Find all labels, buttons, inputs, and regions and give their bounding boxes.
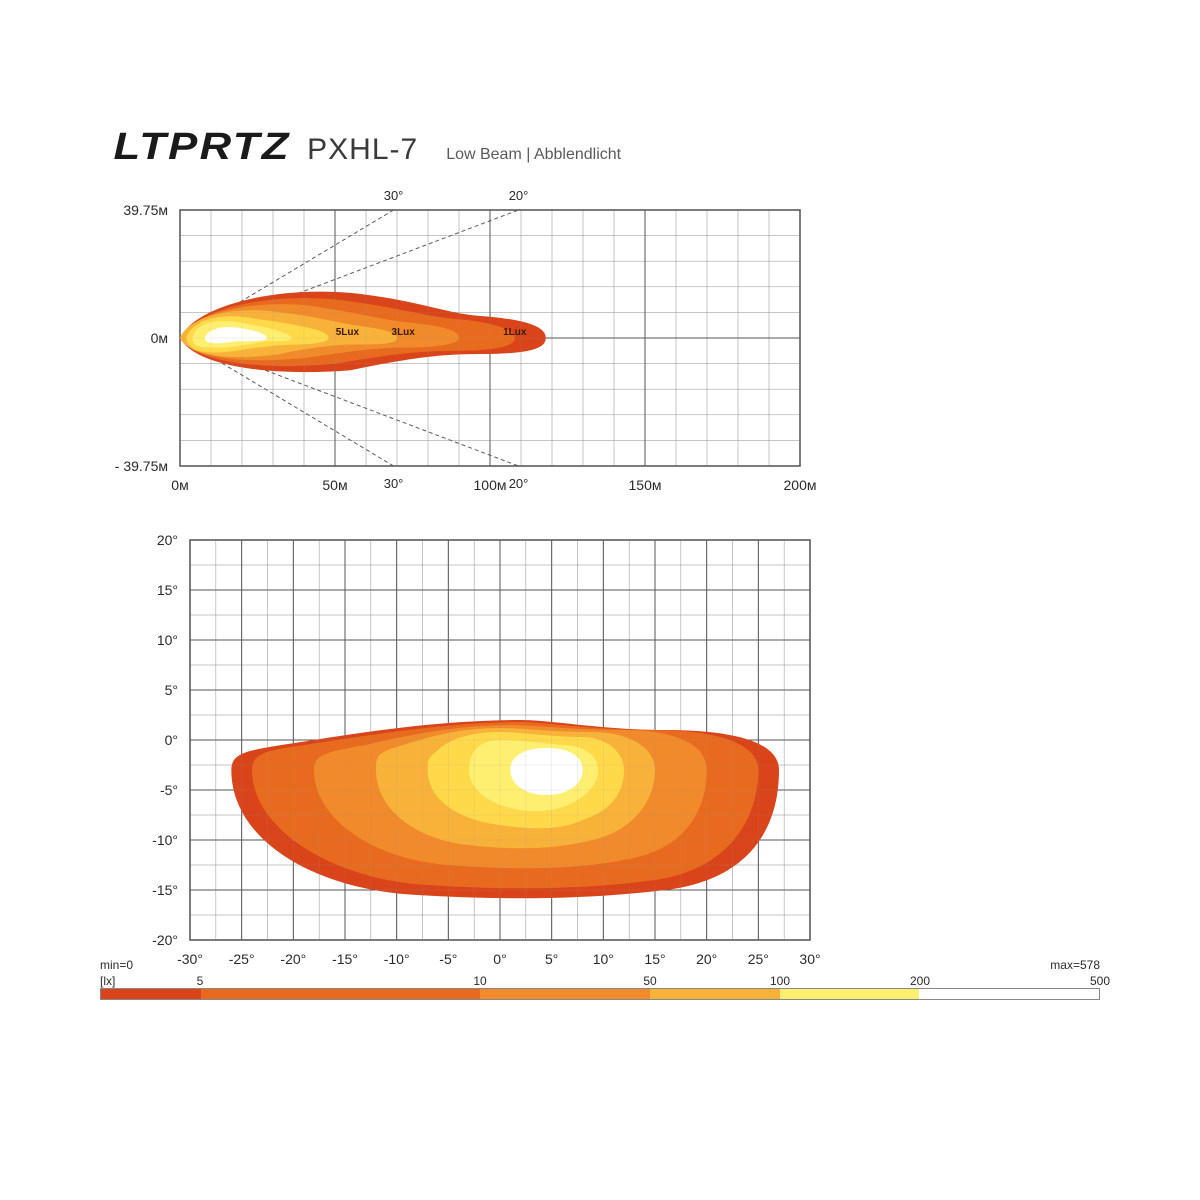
- scale-unit: [lx]: [100, 974, 115, 988]
- svg-text:-15°: -15°: [152, 882, 178, 898]
- scale-stop: 5: [197, 974, 204, 988]
- svg-text:10°: 10°: [157, 632, 178, 648]
- scale-min-label: min=0: [100, 958, 133, 972]
- scale-segment: [201, 989, 480, 999]
- scale-stop: 10: [473, 974, 486, 988]
- svg-text:0°: 0°: [165, 732, 178, 748]
- scale-segment: [919, 989, 1099, 999]
- scale-max-label: max=578: [1050, 958, 1100, 972]
- scale-stop: 50: [643, 974, 656, 988]
- scale-stop: 200: [910, 974, 930, 988]
- scale-stop: 500: [1090, 974, 1110, 988]
- scale-segment: [650, 989, 780, 999]
- svg-text:15°: 15°: [157, 582, 178, 598]
- svg-text:20°: 20°: [157, 532, 178, 548]
- page: LTPRTZ PXHL-7 Low Beam | Abblendlicht 30…: [0, 0, 1200, 1200]
- scale-segment: [101, 989, 201, 999]
- svg-text:5°: 5°: [165, 682, 178, 698]
- svg-text:-10°: -10°: [152, 832, 178, 848]
- color-scale: min=0 max=578 [lx] 51050100200500: [100, 958, 1100, 1000]
- scale-stop: 100: [770, 974, 790, 988]
- svg-text:-5°: -5°: [160, 782, 178, 798]
- scale-bar: [100, 988, 1100, 1000]
- scale-segment: [780, 989, 920, 999]
- chart-angular: -30°-25°-20°-15°-10°-5°0°5°10°15°20°25°3…: [0, 0, 900, 1000]
- svg-text:-20°: -20°: [152, 932, 178, 948]
- scale-segment: [480, 989, 650, 999]
